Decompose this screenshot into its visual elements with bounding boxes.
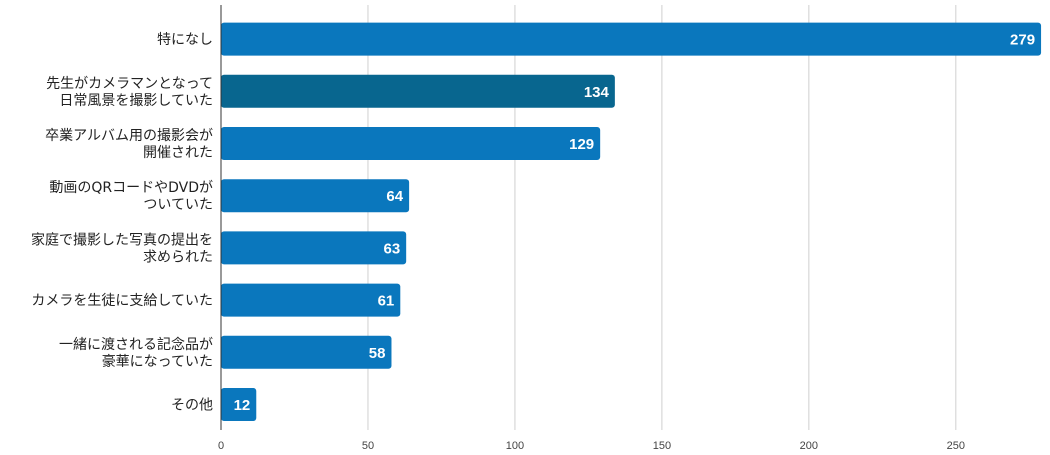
bar: [221, 231, 407, 265]
x-tick-label: 250: [947, 440, 965, 452]
x-tick-label: 200: [800, 440, 818, 452]
x-tick-label: 0: [218, 440, 224, 452]
grid-layer: [367, 5, 957, 430]
category-label: その他: [171, 398, 213, 414]
x-tick-label: 50: [362, 440, 374, 452]
bar-value-label: 129: [569, 136, 594, 153]
x-tick-label: 150: [653, 440, 671, 452]
category-label: 卒業アルバム用の撮影会が: [45, 127, 213, 144]
bar-value-label: 279: [1010, 32, 1035, 49]
category-label: 動画のQRコードやDVDが: [49, 180, 213, 196]
bar-layer: 279 134 129 64 63 61 58 12: [221, 22, 1042, 421]
bar: [221, 127, 601, 160]
category-label: カメラを生徒に支給していた: [31, 293, 213, 309]
bar: [221, 74, 615, 108]
category-label: ついていた: [143, 197, 213, 213]
category-label: 特になし: [157, 32, 213, 48]
bar-value-label: 134: [584, 84, 610, 101]
bar: [221, 388, 257, 421]
bar: [221, 179, 410, 213]
category-label-layer: 特になし先生がカメラマンとなって日常風景を撮影していた卒業アルバム用の撮影会が開…: [31, 32, 213, 413]
x-tick-label: 100: [506, 440, 524, 452]
bar: [221, 22, 1042, 56]
category-label: 開催された: [143, 145, 213, 161]
category-label: 先生がカメラマンとなって: [46, 76, 213, 92]
category-label: 一緒に渡される記念品が: [59, 336, 213, 353]
bar-value-label: 12: [234, 397, 251, 414]
category-label: 日常風景を撮影していた: [59, 92, 213, 109]
category-label: 求められた: [143, 249, 213, 265]
bar-value-label: 64: [386, 188, 403, 205]
category-label: 家庭で撮影した写真の提出を: [31, 231, 213, 248]
tick-label-layer: 0 50 100 150 200 250: [218, 440, 965, 452]
bar-value-label: 58: [369, 345, 386, 362]
bar: [221, 335, 392, 369]
bar: [221, 283, 401, 317]
bar-value-label: 61: [378, 293, 395, 310]
bar-value-label: 63: [383, 240, 400, 257]
category-label: 豪華になっていた: [102, 354, 213, 370]
